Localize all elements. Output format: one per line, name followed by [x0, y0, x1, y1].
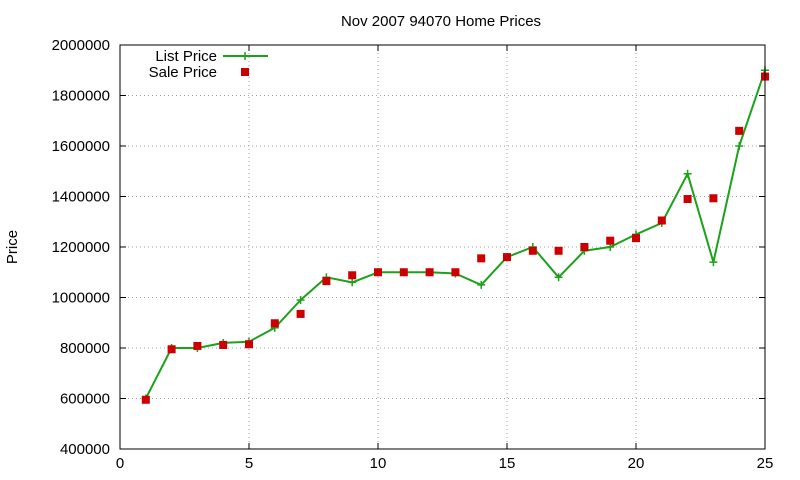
y-tick-label: 1400000: [52, 189, 110, 206]
y-tick-label: 1000000: [52, 290, 110, 307]
sale-price-point: [374, 268, 382, 277]
sale-price-point: [167, 345, 176, 354]
list-price-point: [296, 296, 305, 305]
sale-price-point: [477, 254, 486, 263]
sale-price-point: [245, 340, 253, 349]
sale-price-point: [528, 246, 537, 255]
list-price-line: [144, 69, 766, 399]
sale-price-point: [632, 234, 640, 243]
list-price-point: [683, 169, 692, 178]
list-price-point: [348, 278, 357, 287]
sale-price-point: [606, 236, 615, 245]
sale-price-point: [580, 243, 589, 251]
legend-label-list-price: List Price: [155, 48, 217, 65]
x-tick-label: 25: [757, 455, 774, 472]
sale-price-point: [141, 395, 150, 404]
sale-price-point: [683, 195, 692, 204]
sale-price-point: [657, 216, 666, 225]
y-tick-label: 400000: [60, 441, 110, 458]
y-tick-label: 2000000: [52, 37, 110, 54]
legend-marker-sale-price: [241, 68, 249, 76]
sale-price-point: [451, 268, 460, 277]
legend-label-sale-price: Sale Price: [149, 64, 217, 81]
sale-price-point: [348, 271, 357, 280]
sale-price-point: [399, 268, 408, 277]
y-tick-label: 600000: [60, 391, 110, 408]
sale-price-point: [296, 309, 305, 318]
sale-price-point: [193, 341, 202, 350]
series-layer: [141, 66, 769, 404]
sale-price-point: [709, 194, 718, 203]
list-price-point: [735, 142, 744, 150]
chart-title: Nov 2007 94070 Home Prices: [341, 13, 541, 30]
list-price-point: [477, 280, 486, 289]
sale-price-point: [425, 268, 434, 277]
legend-marker-list-price: [241, 52, 249, 60]
y-axis-label: Price: [4, 230, 21, 264]
y-tick-label: 1600000: [52, 138, 110, 155]
legend: List Price Sale Price: [149, 48, 268, 81]
sale-price-point: [219, 340, 228, 349]
ticks: 400000 600000 800000 1000000 1200000 1400000 1…: [52, 37, 774, 472]
sale-price-point: [270, 319, 279, 328]
x-tick-label: 10: [370, 455, 387, 472]
y-tick-label: 1200000: [52, 239, 110, 256]
grid: [120, 45, 765, 449]
list-price-point: [554, 273, 563, 282]
x-tick-label: 20: [628, 455, 645, 472]
x-tick-label: 0: [116, 455, 124, 472]
sale-price-point: [554, 246, 563, 255]
y-tick-label: 1800000: [52, 88, 110, 105]
x-tick-label: 5: [245, 455, 253, 472]
sale-price-point: [735, 126, 744, 135]
y-tick-label: 800000: [60, 340, 110, 357]
list-price-point: [709, 258, 718, 267]
sale-price-point: [503, 253, 511, 262]
sale-price-point: [322, 277, 331, 286]
x-tick-label: 15: [499, 455, 516, 472]
